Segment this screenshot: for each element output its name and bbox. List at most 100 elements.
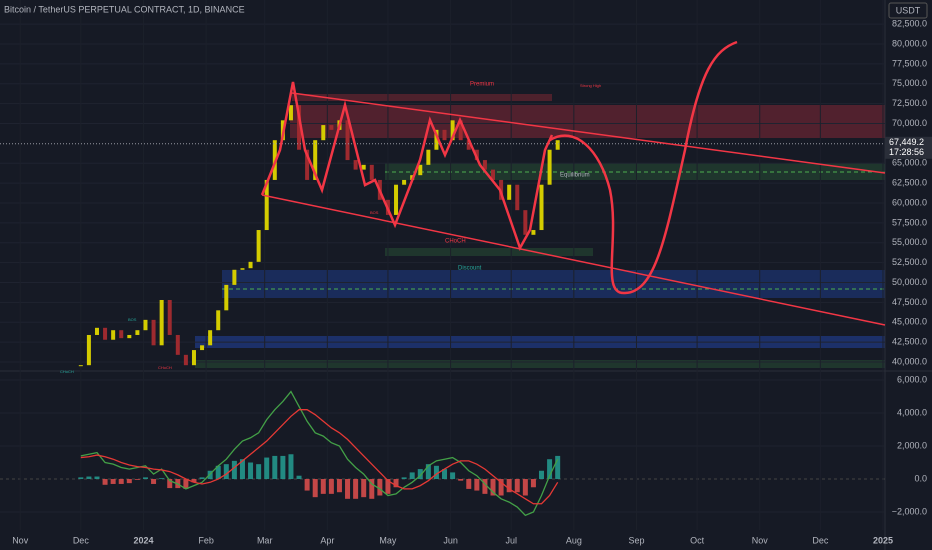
- candle: [191, 350, 196, 366]
- macd-line: [80, 409, 559, 505]
- y-tick-label: 40,000.0: [892, 356, 927, 366]
- marks: 67,449.217:28:56: [0, 105, 932, 517]
- x-tick-label: 2025: [873, 535, 893, 545]
- y-tick-label: 80,000.0: [892, 38, 927, 48]
- candle: [353, 160, 358, 170]
- histogram-bar: [498, 479, 504, 496]
- candle: [78, 365, 83, 367]
- histogram-bar: [377, 479, 383, 496]
- candle: [402, 179, 407, 185]
- y-tick-label: 52,500.0: [892, 257, 927, 267]
- x-tick-label: Apr: [320, 535, 334, 545]
- candle: [232, 269, 237, 285]
- histogram-bar: [256, 464, 262, 480]
- histogram-bar: [514, 479, 520, 493]
- annotation: Equilibrium: [560, 173, 590, 179]
- candle: [361, 164, 366, 170]
- histogram-bar: [506, 479, 512, 493]
- candle: [143, 319, 148, 331]
- histogram-bar: [280, 455, 286, 480]
- x-tick-label: Nov: [752, 535, 769, 545]
- histogram-bar: [555, 455, 561, 480]
- candle: [515, 184, 520, 211]
- histogram-bar: [393, 479, 399, 488]
- candle: [264, 179, 269, 231]
- y-tick-label: 70,000.0: [892, 118, 927, 128]
- histogram-bar: [482, 479, 488, 494]
- histogram-bar: [288, 454, 294, 480]
- histogram-bar: [110, 479, 116, 484]
- discount-zone: [222, 270, 885, 298]
- histogram-bar: [361, 479, 367, 498]
- y2-tick-label: −2,000.0: [892, 506, 927, 516]
- candle: [127, 334, 132, 339]
- last-price-label: 67,449.2: [889, 137, 924, 147]
- histogram-bar: [385, 479, 391, 494]
- histogram-bar: [264, 457, 270, 480]
- annotation: CHoCH: [60, 369, 74, 374]
- x-tick-label: Dec: [812, 535, 829, 545]
- x-tick-label: Sep: [628, 535, 644, 545]
- histogram-bar: [312, 479, 318, 498]
- candle: [94, 327, 99, 335]
- x-tick-label: Jun: [443, 535, 458, 545]
- candle: [208, 330, 213, 346]
- x-tick-label: May: [379, 535, 397, 545]
- candle: [313, 140, 318, 180]
- candle: [297, 105, 302, 150]
- histogram-bar: [353, 479, 359, 499]
- histogram-bar: [151, 479, 157, 484]
- y-tick-label: 60,000.0: [892, 197, 927, 207]
- histogram-bar: [86, 476, 92, 480]
- candle: [86, 334, 91, 366]
- histogram-bar: [328, 479, 334, 494]
- premium-stripe: [292, 94, 552, 101]
- histogram-bar: [530, 479, 536, 488]
- y-tick-label: 42,500.0: [892, 337, 927, 347]
- x-tick-label: Aug: [566, 535, 582, 545]
- y-tick-label: 77,500.0: [892, 58, 927, 68]
- equilibrium-zone: [385, 163, 885, 180]
- candle: [450, 120, 455, 141]
- x-tick-label: Dec: [73, 535, 90, 545]
- histogram-bar: [474, 479, 480, 491]
- candle: [539, 184, 544, 231]
- candle: [151, 319, 156, 346]
- candle: [369, 164, 374, 180]
- annotation: Strong High: [580, 83, 601, 88]
- candle: [288, 105, 293, 121]
- histogram-bar: [539, 470, 545, 480]
- chart-title: Bitcoin / TetherUS PERPETUAL CONTRACT, 1…: [4, 4, 245, 14]
- histogram-bar: [442, 469, 448, 480]
- candle: [159, 299, 164, 346]
- candle: [119, 330, 124, 339]
- candle: [442, 129, 447, 141]
- histogram-bar: [126, 479, 132, 484]
- histogram-bar: [304, 479, 310, 491]
- annotation: CHoCH: [158, 365, 172, 370]
- candle: [555, 140, 560, 150]
- demand-zone: [385, 248, 593, 256]
- histogram-bar: [272, 455, 278, 480]
- currency: USDT: [896, 5, 921, 15]
- y2-tick-label: 2,000.0: [897, 440, 927, 450]
- trend-line: [291, 92, 886, 174]
- y-tick-label: 82,500.0: [892, 19, 927, 29]
- histogram-bar: [320, 479, 326, 494]
- histogram-bar: [433, 465, 439, 480]
- histogram-bar: [409, 472, 415, 480]
- candle: [103, 327, 108, 340]
- candle: [321, 125, 326, 141]
- histogram-bar: [183, 479, 189, 489]
- histogram-bar: [239, 459, 245, 480]
- histogram-bar: [167, 479, 173, 489]
- zigzag: [260, 81, 554, 252]
- candle: [394, 184, 399, 215]
- trend-line: [261, 194, 886, 326]
- histogram-bar: [466, 479, 472, 489]
- histogram-bar: [142, 477, 148, 480]
- candle: [523, 210, 528, 235]
- y-tick-label: 75,000.0: [892, 78, 927, 88]
- candle: [345, 120, 350, 161]
